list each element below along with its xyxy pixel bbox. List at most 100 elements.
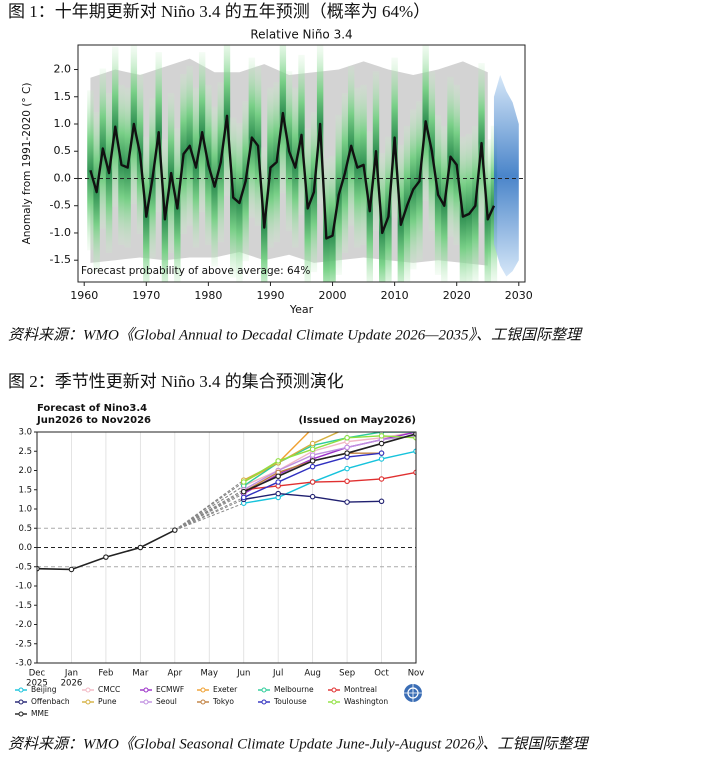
- x-tick-label: 2020: [443, 289, 471, 302]
- y-tick-label: -2.5: [15, 639, 32, 649]
- data-point: [309, 479, 316, 485]
- data-point: [137, 544, 144, 551]
- plot-area: [37, 426, 416, 573]
- x-tick-label: 1970: [132, 289, 160, 302]
- y-tick-label: -3.0: [15, 659, 32, 669]
- data-point: [344, 444, 350, 451]
- figure-source: 资料来源：WMO《Global Annual to Decadal Climat…: [8, 326, 583, 343]
- legend-marker: [143, 699, 149, 705]
- data-point: [240, 494, 247, 501]
- data-point: [310, 426, 314, 430]
- x-tick-label: Jun: [236, 669, 250, 679]
- data-point: [378, 498, 385, 505]
- data-point: [240, 479, 247, 485]
- legend-marker: [261, 687, 267, 693]
- forecast-connector: [174, 481, 245, 531]
- x-axis-label: Year: [289, 303, 314, 316]
- legend-label: Offenbach: [31, 697, 70, 706]
- y-tick-label: 0.5: [54, 144, 72, 157]
- data-point: [68, 566, 75, 573]
- forecast-connector: [174, 485, 244, 531]
- legend-label: Washington: [344, 697, 388, 706]
- x-tick-label: 1960: [70, 289, 98, 302]
- forecast-connector: [174, 502, 244, 531]
- data-point: [345, 426, 349, 430]
- data-point: [344, 499, 350, 505]
- data-point: [378, 456, 385, 462]
- x-tick-label: Oct: [374, 669, 389, 679]
- data-point: [378, 450, 385, 456]
- x-tick-label: May: [200, 669, 218, 679]
- legend-label: ECMWF: [156, 685, 184, 694]
- data-point: [309, 493, 316, 500]
- legend-marker: [200, 687, 206, 693]
- legend-label: Melbourne: [274, 685, 314, 694]
- series-line: [243, 435, 416, 483]
- x-tick-label: Mar: [132, 669, 149, 679]
- y-tick-label: 1.0: [54, 117, 72, 130]
- legend-label: Beijing: [31, 685, 57, 694]
- hindcast-line: [89, 111, 496, 240]
- x-tick-label: 2030: [505, 289, 533, 302]
- legend-marker: [331, 699, 337, 705]
- legend-label: Exeter: [213, 685, 238, 694]
- plot-frame: [77, 44, 526, 283]
- data-point: [275, 479, 281, 485]
- y-tick-label: -0.5: [50, 199, 71, 212]
- forecast-connector: [174, 496, 244, 531]
- annotation: (Issued on May2026): [298, 415, 416, 426]
- forecast-spread: [493, 74, 519, 277]
- y-tick-label: 0.0: [18, 543, 32, 553]
- y-tick-label: 0.0: [54, 171, 72, 184]
- legend-label: MME: [31, 709, 49, 718]
- series-line: [243, 432, 416, 487]
- series-line: [243, 435, 416, 491]
- y-tick-label: -1.5: [15, 601, 32, 611]
- y-tick-label: -1.0: [15, 582, 32, 592]
- legend-marker: [18, 699, 24, 705]
- data-point: [344, 465, 350, 472]
- y-tick-label: -1.5: [50, 253, 71, 266]
- ensemble-band: [465, 133, 473, 282]
- legend-label: Toulouse: [273, 697, 307, 706]
- x-tick-label: Feb: [98, 669, 113, 679]
- legend-marker: [85, 687, 91, 693]
- x-tick-label: 2000: [319, 289, 347, 302]
- x-tick-label: Nov: [408, 669, 425, 679]
- forecast-connector: [174, 493, 244, 531]
- x-tick-label: 1990: [256, 289, 284, 302]
- data-point: [309, 446, 316, 453]
- data-point: [275, 458, 281, 464]
- legend-label: CMCC: [98, 685, 120, 694]
- data-point: [378, 440, 385, 447]
- y-tick-label: -2.0: [15, 620, 32, 630]
- figure-caption: 图 2：季节性更新对 Niño 3.4 的集合预测演化: [8, 372, 344, 391]
- x-tick-label: Aug: [304, 669, 321, 679]
- legend-label: Seoul: [156, 697, 177, 706]
- data-point: [344, 450, 350, 456]
- x-tick-label: Apr: [167, 669, 182, 679]
- chart-subtitle: Jun2026 to Nov2026: [36, 415, 151, 426]
- legend-label: Pune: [98, 697, 117, 706]
- y-tick-label: 3.0: [18, 428, 32, 438]
- x-tick-label: Sep: [339, 669, 355, 679]
- legend-marker: [143, 687, 149, 693]
- x-tick-sublabel: 2026: [61, 679, 83, 689]
- x-tick-label: 2010: [381, 289, 409, 302]
- data-point: [37, 565, 40, 572]
- y-tick-label: -0.5: [15, 562, 32, 572]
- legend-marker: [200, 699, 206, 705]
- plot-area: [78, 45, 525, 282]
- y-tick-label: 1.5: [18, 485, 32, 495]
- data-point: [309, 458, 316, 464]
- legend-marker: [18, 687, 24, 693]
- data-point: [275, 490, 281, 497]
- figure-source: 资料来源：WMO《Global Seasonal Climate Update …: [8, 735, 590, 752]
- data-point: [344, 435, 350, 441]
- series-line: [243, 471, 416, 491]
- forecast-connector: [174, 491, 244, 531]
- legend-marker: [85, 699, 91, 705]
- chart-title: Forecast of Nino3.4: [37, 403, 147, 414]
- forecast-connector: [174, 489, 244, 531]
